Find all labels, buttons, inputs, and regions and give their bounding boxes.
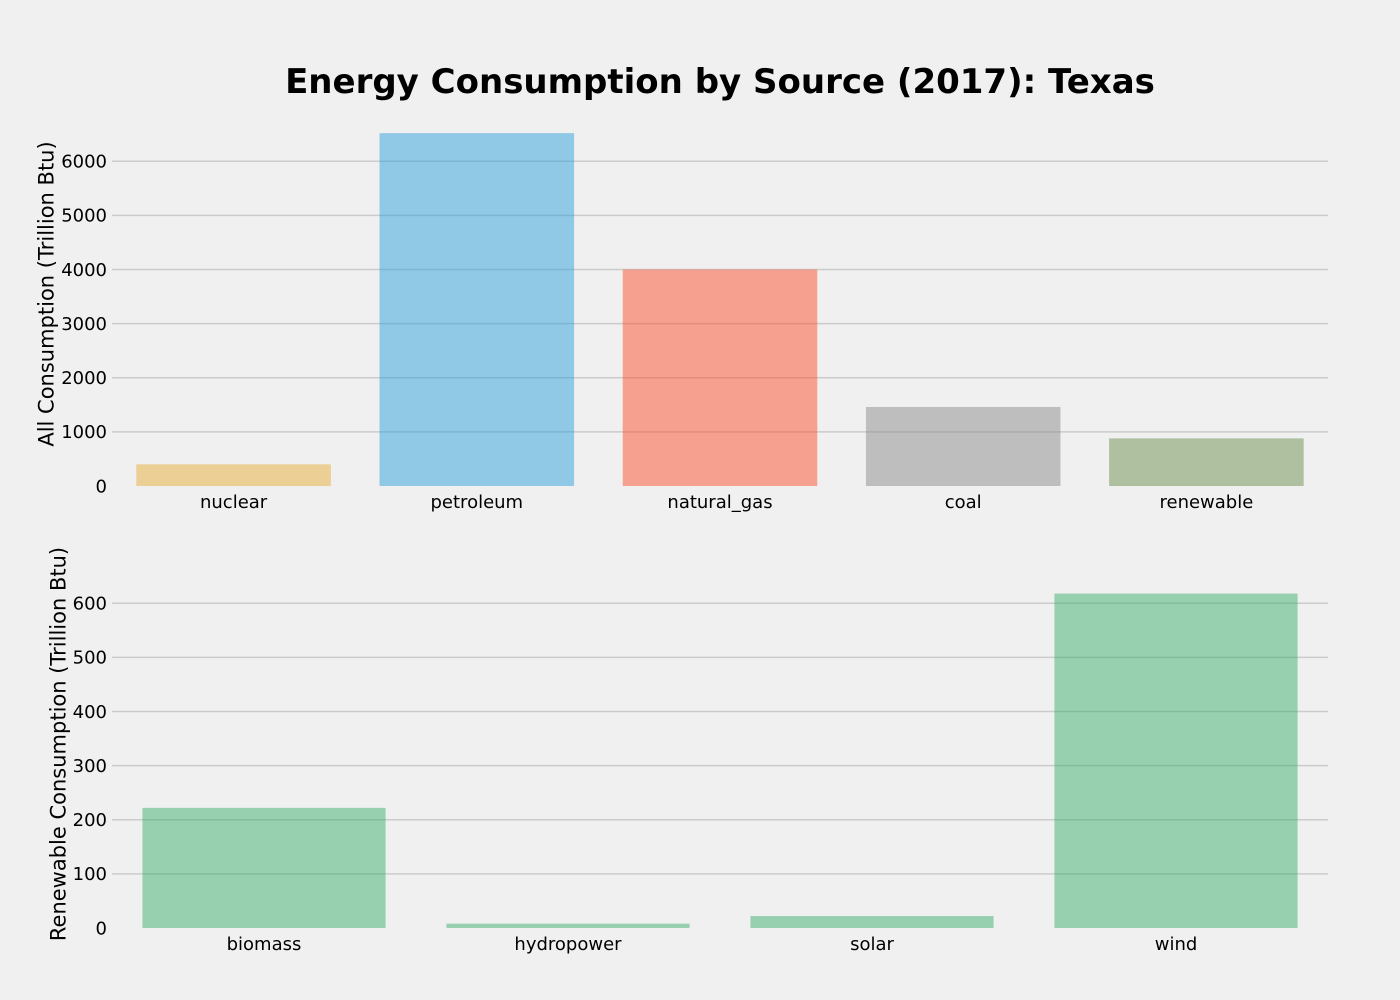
top-y-tick-label-0: 0 (96, 476, 107, 497)
top-bar-renewable (1109, 438, 1304, 486)
chart-title: Energy Consumption by Source (2017): Tex… (285, 62, 1155, 102)
bottom-x-tick-label-wind: wind (1155, 934, 1198, 955)
top-plot-area: 0 1000 2000 3000 4000 5000 6000 nuclear petroleu… (61, 133, 1328, 513)
bottom-bar-hydropower (446, 923, 690, 928)
bottom-y-axis-label: Renewable Consumption (Trillion Btu) (46, 547, 70, 941)
top-x-tick-label-coal: coal (945, 492, 982, 513)
bottom-y-tick-label-400: 400 (73, 702, 107, 723)
top-bar-nuclear (136, 464, 331, 486)
bottom-bar-wind (1054, 593, 1298, 928)
bottom-y-tick-label-0: 0 (96, 918, 107, 939)
top-x-tick-label-nuclear: nuclear (200, 492, 268, 513)
top-bar-coal (865, 406, 1061, 486)
bottom-y-tick-label-100: 100 (73, 864, 107, 885)
top-x-tick-label-natural_gas: natural_gas (667, 492, 772, 513)
top-y-axis-label: All Consumption (Trillion Btu) (34, 141, 58, 446)
top-x-tick-label-petroleum: petroleum (431, 492, 524, 513)
bottom-y-tick-label-300: 300 (73, 756, 107, 777)
bottom-x-tick-label-hydropower: hydropower (514, 934, 622, 955)
top-y-tick-label-6000: 6000 (61, 152, 107, 173)
bottom-bar-biomass (142, 807, 386, 928)
bottom-y-tick-label-200: 200 (73, 810, 107, 831)
top-x-tick-label-renewable: renewable (1159, 492, 1253, 513)
bottom-plot-area: 0 100 200 300 400 500 600 biomass hydropower sola… (73, 593, 1328, 955)
bottom-x-tick-label-solar: solar (850, 934, 894, 955)
top-y-tick-label-3000: 3000 (61, 314, 107, 335)
top-y-tick-label-2000: 2000 (61, 368, 107, 389)
bottom-y-tick-label-600: 600 (73, 594, 107, 615)
top-bar-natural_gas (622, 269, 818, 486)
top-y-tick-label-1000: 1000 (61, 422, 107, 443)
top-y-tick-label-5000: 5000 (61, 206, 107, 227)
top-bar-petroleum (379, 133, 575, 486)
bottom-x-tick-label-biomass: biomass (227, 934, 302, 955)
bottom-y-tick-label-500: 500 (73, 648, 107, 669)
bottom-bar-solar (750, 916, 994, 928)
top-y-tick-label-4000: 4000 (61, 260, 107, 281)
